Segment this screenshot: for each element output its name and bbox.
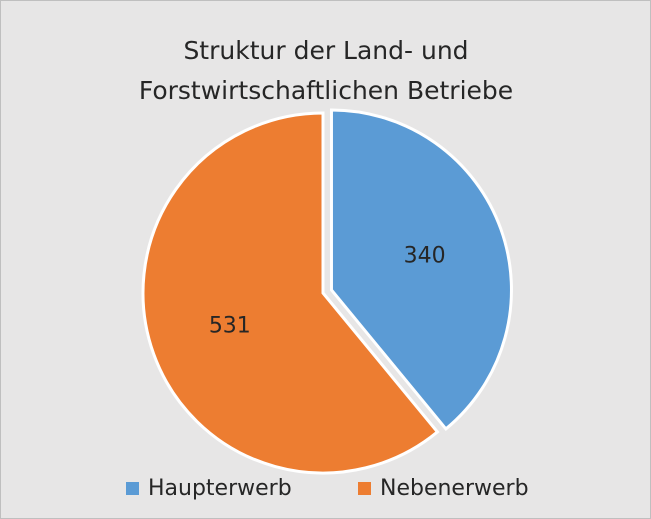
pie-slice <box>141 111 440 475</box>
legend-swatch <box>126 482 139 495</box>
legend-swatch <box>358 482 371 495</box>
data-label: 340 <box>404 244 446 269</box>
data-label: 531 <box>209 313 251 338</box>
pie-slice <box>329 108 513 432</box>
legend-label: Nebenerwerb <box>380 476 529 501</box>
legend-label: Haupterwerb <box>148 476 292 501</box>
chart-title: Struktur der Land- und Forstwirtschaftli… <box>138 36 514 105</box>
